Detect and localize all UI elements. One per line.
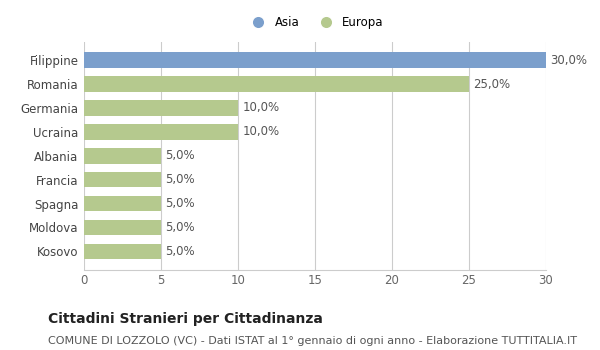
Bar	[84, 172, 161, 188]
Bar	[84, 76, 469, 92]
Bar	[84, 244, 161, 259]
Bar	[84, 220, 161, 235]
Bar	[84, 52, 546, 68]
Text: 30,0%: 30,0%	[551, 54, 587, 66]
Text: 5,0%: 5,0%	[166, 221, 195, 234]
Text: 10,0%: 10,0%	[242, 102, 280, 114]
Legend: Asia, Europa: Asia, Europa	[242, 12, 388, 34]
Bar	[84, 100, 238, 116]
Text: 10,0%: 10,0%	[242, 125, 280, 138]
Bar	[84, 196, 161, 211]
Bar	[84, 124, 238, 140]
Bar	[84, 148, 161, 163]
Text: Cittadini Stranieri per Cittadinanza: Cittadini Stranieri per Cittadinanza	[48, 312, 323, 326]
Text: 25,0%: 25,0%	[473, 77, 511, 91]
Text: 5,0%: 5,0%	[166, 245, 195, 258]
Text: 5,0%: 5,0%	[166, 197, 195, 210]
Text: 5,0%: 5,0%	[166, 173, 195, 186]
Text: 5,0%: 5,0%	[166, 149, 195, 162]
Text: COMUNE DI LOZZOLO (VC) - Dati ISTAT al 1° gennaio di ogni anno - Elaborazione TU: COMUNE DI LOZZOLO (VC) - Dati ISTAT al 1…	[48, 336, 577, 346]
